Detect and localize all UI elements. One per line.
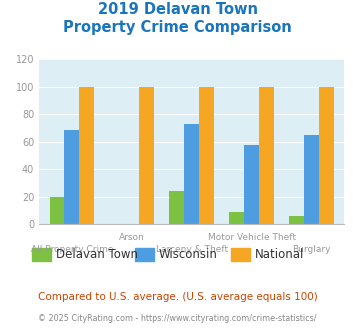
Bar: [229, 212, 244, 224]
Bar: [259, 87, 274, 224]
Bar: [184, 124, 199, 224]
Bar: [199, 87, 214, 224]
Text: Wisconsin: Wisconsin: [159, 248, 218, 261]
Text: All Property Crime: All Property Crime: [31, 245, 113, 254]
Text: Property Crime Comparison: Property Crime Comparison: [63, 20, 292, 35]
Text: © 2025 CityRating.com - https://www.cityrating.com/crime-statistics/: © 2025 CityRating.com - https://www.city…: [38, 314, 317, 323]
Text: Delavan Town: Delavan Town: [56, 248, 138, 261]
Text: National: National: [255, 248, 304, 261]
Text: Arson: Arson: [119, 233, 145, 242]
Text: Burglary: Burglary: [292, 245, 331, 254]
Bar: [65, 129, 80, 224]
Text: Larceny & Theft: Larceny & Theft: [155, 245, 228, 254]
Bar: [169, 191, 184, 224]
Text: 2019 Delavan Town: 2019 Delavan Town: [98, 2, 257, 16]
Bar: [289, 216, 304, 224]
Bar: [244, 145, 259, 224]
Bar: [80, 87, 94, 224]
Bar: [139, 87, 154, 224]
Text: Compared to U.S. average. (U.S. average equals 100): Compared to U.S. average. (U.S. average …: [38, 292, 317, 302]
Text: Motor Vehicle Theft: Motor Vehicle Theft: [208, 233, 296, 242]
Bar: [304, 135, 319, 224]
Bar: [50, 197, 65, 224]
Bar: [319, 87, 334, 224]
